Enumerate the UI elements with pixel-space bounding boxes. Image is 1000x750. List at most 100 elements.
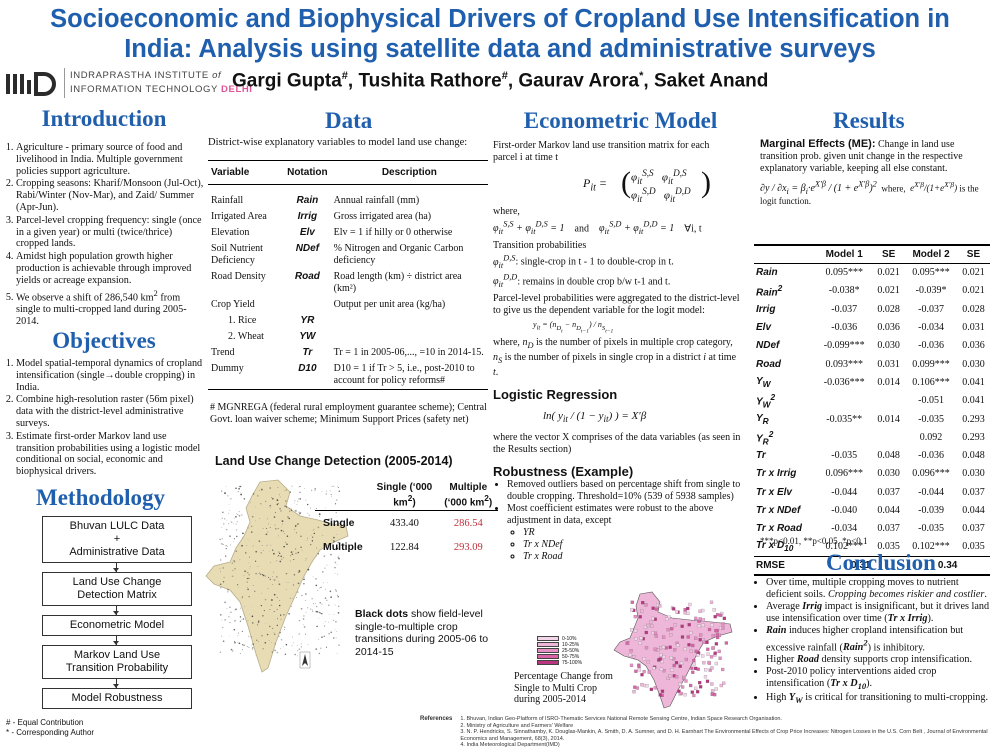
transition-dot — [290, 508, 292, 510]
transition-dot — [307, 568, 310, 571]
choropleth-cell — [679, 691, 683, 696]
transition-dot — [283, 645, 284, 647]
transition-dot — [299, 498, 301, 500]
choropleth-cell — [703, 668, 708, 672]
list-item: Cropping seasons: Kharif/Monsoon (Jul-Oc… — [16, 178, 204, 213]
transition-dot — [317, 553, 319, 555]
flow-step-line: Transition Probability — [65, 662, 169, 674]
transition-dot — [295, 548, 297, 550]
footnote-corresponding: * - Corresponding Author — [6, 728, 95, 737]
transition-dot — [269, 609, 271, 611]
reference-item: 3. N. P. Hendricks, S. Sinnathamby, K. D… — [460, 729, 988, 742]
transition-dot — [293, 509, 295, 511]
iiitd-logo-icon — [6, 72, 56, 96]
transition-dot — [330, 631, 332, 634]
table-row: Multiple 122.84 293.09 — [315, 535, 498, 559]
choropleth-cell — [641, 601, 645, 605]
legend-swatch — [537, 654, 559, 660]
choropleth-cell — [629, 663, 634, 668]
transition-dot — [322, 622, 324, 624]
list-item: Post-2010 policy interventions aided cro… — [766, 666, 996, 692]
transition-dot — [333, 614, 335, 615]
choropleth-cell — [633, 628, 638, 633]
transition-dot — [315, 577, 317, 580]
table-cell — [872, 392, 905, 410]
choropleth-cell — [654, 634, 658, 638]
transition-dot — [337, 612, 340, 614]
table-cell: Output per unit area (kg/ha) — [333, 298, 446, 310]
transition-dot — [304, 576, 305, 578]
conclusion-section: Over time, multiple cropping moves to nu… — [754, 577, 996, 706]
transition-dot — [239, 616, 242, 618]
table-cell: 0.293 — [962, 431, 985, 443]
choropleth-cell — [638, 641, 642, 645]
transition-dot — [308, 514, 311, 517]
table-row: 2. Wheat YW — [208, 329, 488, 345]
transition-dot — [268, 523, 270, 525]
table-cell: Multiple — [323, 541, 363, 554]
transition-dot — [297, 582, 300, 585]
choropleth-cell — [629, 648, 633, 653]
transition-dot — [278, 551, 280, 553]
table-cell — [816, 428, 872, 446]
transition-dot — [251, 531, 253, 533]
table-cell: 0.092 — [919, 431, 943, 443]
transition-prob-2: φitD,D: remains in double crop b/w t-1 a… — [493, 272, 671, 289]
transition-dot — [334, 589, 336, 591]
transition-dot — [233, 538, 235, 540]
transition-dot — [304, 600, 306, 601]
transition-dot — [337, 605, 340, 608]
transition-dot — [310, 543, 312, 546]
table-cell: -0.040 — [831, 505, 858, 516]
choropleth-cell — [705, 679, 710, 683]
transition-dot — [303, 578, 305, 581]
transition-dot — [292, 550, 294, 552]
table-cell: -0.038* — [828, 285, 860, 297]
transition-dot — [280, 526, 282, 528]
table-cell: 433.40 — [390, 517, 419, 529]
choropleth-cell — [691, 643, 695, 648]
transition-dot — [298, 634, 300, 636]
footnotes: # - Equal Contribution * - Corresponding… — [6, 718, 94, 738]
transition-dot — [250, 636, 252, 638]
transition-dot — [323, 582, 324, 584]
transition-dot — [258, 540, 261, 543]
legend-swatch — [537, 660, 559, 666]
transition-dot — [285, 643, 288, 646]
transition-dot — [257, 495, 259, 497]
transition-dot — [305, 499, 307, 501]
transition-dot — [298, 648, 301, 650]
table-cell: Irrig — [756, 303, 776, 315]
transition-dot — [246, 646, 248, 648]
transition-dot — [288, 581, 290, 583]
table-cell: Tr = 1 in 2005-06,..., =10 in 2014-15. — [333, 346, 484, 358]
choropleth-cell — [658, 653, 663, 657]
table-header-row: Model 1 SE Model 2 SE — [754, 244, 990, 264]
author-list: Gargi Gupta#, Tushita Rathore#, Gaurav A… — [232, 70, 769, 92]
transition-dot — [315, 603, 316, 605]
transition-dot — [315, 648, 318, 650]
transition-dot — [312, 530, 314, 531]
choropleth-cell — [710, 623, 714, 627]
transition-dot — [306, 607, 309, 609]
table-cell: 1. Rice — [228, 314, 257, 326]
transition-dot — [254, 506, 256, 508]
choropleth-cell — [714, 687, 718, 691]
transition-dot — [221, 538, 223, 540]
choropleth-cell — [674, 661, 679, 665]
transition-dot — [324, 555, 326, 556]
transition-dot — [266, 544, 268, 546]
transition-dot — [230, 521, 233, 523]
transition-dot — [259, 518, 261, 519]
transition-dot — [325, 646, 327, 648]
transition-dot — [224, 555, 227, 557]
transition-dot — [271, 497, 274, 500]
transition-dot — [282, 523, 283, 525]
transition-dot — [230, 648, 233, 651]
table-cell: 0.021 — [962, 267, 985, 279]
transition-dot — [321, 636, 323, 638]
marginal-effects-formula: ∂y / ∂xi = βi·eX′β / (1 + eX′β)2 where, … — [760, 180, 979, 207]
transition-dot — [297, 650, 299, 652]
table-cell: Crop Yield — [211, 298, 255, 310]
choropleth-cell — [681, 676, 686, 680]
